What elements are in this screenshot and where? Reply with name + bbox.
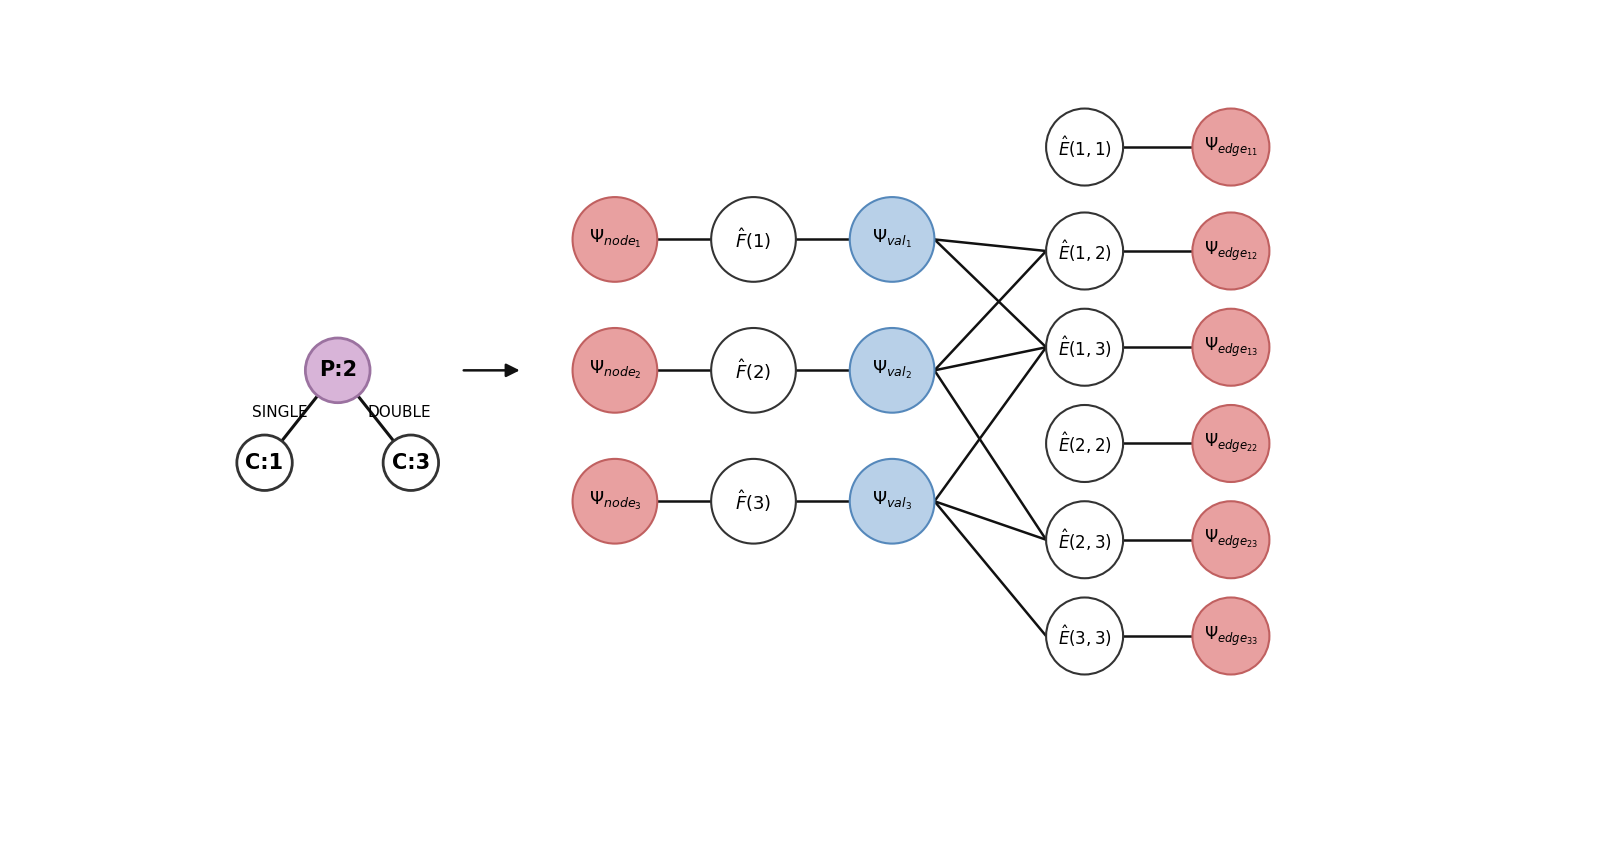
- Text: $\Psi_{node_1}$: $\Psi_{node_1}$: [589, 229, 641, 250]
- Circle shape: [305, 338, 370, 403]
- Circle shape: [573, 328, 657, 413]
- Text: $\Psi_{edge_{12}}$: $\Psi_{edge_{12}}$: [1204, 239, 1257, 262]
- Circle shape: [710, 459, 796, 544]
- Text: $\hat{F}(2)$: $\hat{F}(2)$: [735, 358, 772, 384]
- Circle shape: [573, 459, 657, 544]
- Circle shape: [850, 459, 934, 544]
- Text: $\Psi_{edge_{22}}$: $\Psi_{edge_{22}}$: [1204, 432, 1257, 456]
- Text: C:3: C:3: [393, 453, 430, 473]
- Circle shape: [850, 197, 934, 281]
- Text: $\Psi_{val_2}$: $\Psi_{val_2}$: [873, 359, 912, 381]
- Circle shape: [1046, 405, 1122, 482]
- Text: $\hat{E}(1,3)$: $\hat{E}(1,3)$: [1058, 334, 1111, 360]
- Circle shape: [710, 197, 796, 281]
- Text: $\Psi_{edge_{13}}$: $\Psi_{edge_{13}}$: [1204, 336, 1259, 359]
- Text: $\Psi_{node_2}$: $\Psi_{node_2}$: [589, 359, 641, 381]
- Text: $\hat{E}(2,2)$: $\hat{E}(2,2)$: [1058, 430, 1111, 456]
- Circle shape: [1192, 598, 1270, 675]
- Text: $\Psi_{val_1}$: $\Psi_{val_1}$: [873, 229, 912, 250]
- Text: $\Psi_{edge_{33}}$: $\Psi_{edge_{33}}$: [1204, 624, 1259, 648]
- Text: $\Psi_{edge_{23}}$: $\Psi_{edge_{23}}$: [1204, 528, 1259, 552]
- Circle shape: [1192, 501, 1270, 578]
- Text: C:1: C:1: [245, 453, 284, 473]
- Text: $\hat{E}(3,3)$: $\hat{E}(3,3)$: [1058, 624, 1111, 649]
- Text: DOUBLE: DOUBLE: [368, 405, 431, 420]
- Circle shape: [1046, 108, 1122, 185]
- Text: $\Psi_{val_3}$: $\Psi_{val_3}$: [873, 490, 912, 513]
- Circle shape: [383, 435, 438, 490]
- Circle shape: [1192, 108, 1270, 185]
- Text: SINGLE: SINGLE: [251, 405, 308, 420]
- Circle shape: [573, 197, 657, 281]
- Text: $\hat{F}(1)$: $\hat{F}(1)$: [735, 227, 772, 252]
- Circle shape: [1192, 212, 1270, 289]
- Text: P:2: P:2: [318, 360, 357, 380]
- Circle shape: [1046, 598, 1122, 675]
- Circle shape: [710, 328, 796, 413]
- Circle shape: [1192, 309, 1270, 385]
- Text: $\Psi_{node_3}$: $\Psi_{node_3}$: [589, 490, 641, 513]
- Circle shape: [850, 328, 934, 413]
- Circle shape: [1046, 212, 1122, 289]
- Text: $\hat{E}(1,2)$: $\hat{E}(1,2)$: [1058, 238, 1111, 264]
- Text: $\hat{E}(2,3)$: $\hat{E}(2,3)$: [1058, 527, 1111, 553]
- Circle shape: [1046, 501, 1122, 578]
- Text: $\Psi_{edge_{11}}$: $\Psi_{edge_{11}}$: [1204, 135, 1259, 158]
- Text: $\hat{E}(1,1)$: $\hat{E}(1,1)$: [1058, 134, 1111, 160]
- Text: $\hat{F}(3)$: $\hat{F}(3)$: [735, 488, 772, 514]
- Circle shape: [1046, 309, 1122, 385]
- Circle shape: [237, 435, 292, 490]
- Circle shape: [1192, 405, 1270, 482]
